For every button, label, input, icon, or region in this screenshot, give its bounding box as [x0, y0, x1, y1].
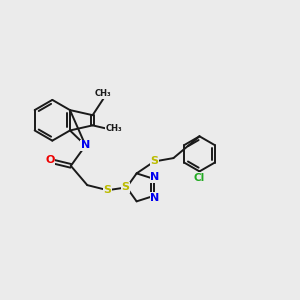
Text: S: S — [103, 185, 112, 195]
Text: O: O — [45, 155, 55, 165]
Text: N: N — [151, 193, 160, 202]
Text: S: S — [121, 182, 129, 192]
Text: CH₃: CH₃ — [105, 124, 122, 133]
Text: S: S — [150, 157, 158, 166]
Text: Cl: Cl — [194, 172, 205, 183]
Text: N: N — [81, 140, 90, 151]
Text: N: N — [151, 172, 160, 182]
Text: CH₃: CH₃ — [95, 89, 112, 98]
